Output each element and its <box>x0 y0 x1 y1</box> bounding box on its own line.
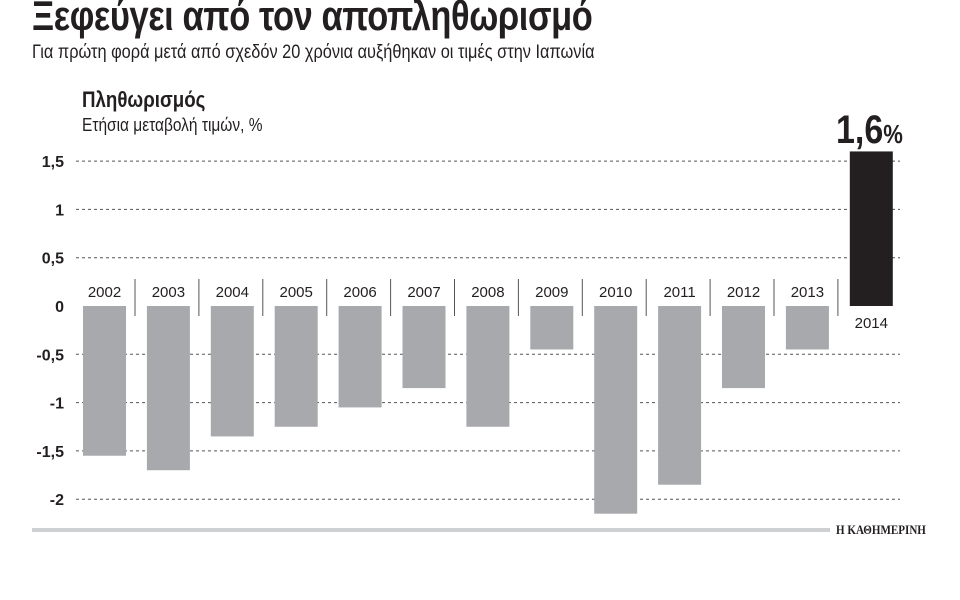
y-tick-label: -1,5 <box>36 444 64 461</box>
x-tick-label: 2004 <box>216 284 249 301</box>
bar-2008 <box>466 306 510 427</box>
bar-2007 <box>402 306 446 389</box>
highlight-unit: % <box>883 119 903 149</box>
y-tick-label: 0,5 <box>42 251 64 268</box>
highlight-number: 1,6 <box>836 108 884 152</box>
x-tick-label: 2009 <box>535 284 568 301</box>
y-tick-label: 0 <box>55 299 64 316</box>
x-tick-label: 2014 <box>855 315 888 332</box>
page-title: Ξεφεύγει από τον αποπληθωρισμό <box>32 0 593 39</box>
bar-2009 <box>530 306 574 350</box>
highlight-value: 1,6% <box>836 108 903 153</box>
y-axis-label: Ετήσια μεταβολή τιμών, % <box>82 115 263 135</box>
chart-title: Πληθωρισμός <box>82 87 206 112</box>
bar-2014 <box>849 151 893 306</box>
bar-2002 <box>83 306 126 456</box>
x-tick-label: 2007 <box>407 284 440 301</box>
x-tick-label: 2008 <box>471 284 504 301</box>
bar-2012 <box>722 306 765 389</box>
x-tick-label: 2005 <box>280 284 313 301</box>
y-tick-label: -0,5 <box>36 347 64 364</box>
bar-2010 <box>594 306 638 514</box>
bar-2006 <box>338 306 382 408</box>
x-tick-label: 2011 <box>663 284 695 301</box>
bar-2005 <box>274 306 318 427</box>
y-tick-label: 1 <box>55 202 64 219</box>
bar-2004 <box>210 306 254 437</box>
bar-2011 <box>658 306 702 485</box>
page-subtitle: Για πρώτη φορά μετά από σχεδόν 20 χρόνια… <box>32 42 595 63</box>
x-tick-label: 2012 <box>727 284 760 301</box>
x-tick-label: 2010 <box>599 284 632 301</box>
y-tick-label: 1,5 <box>42 154 64 171</box>
x-tick-label: 2003 <box>152 284 185 301</box>
y-tick-label: -2 <box>50 492 64 509</box>
bar-2013 <box>785 306 829 350</box>
bar-2003 <box>146 306 190 471</box>
source-logo: Η ΚΑΘΗΜΕΡΙΝΗ <box>836 522 926 537</box>
y-tick-label: -1 <box>50 396 64 413</box>
x-tick-label: 2006 <box>343 284 376 301</box>
footer-rule <box>32 528 830 532</box>
x-tick-label: 2013 <box>791 284 824 301</box>
x-tick-label: 2002 <box>88 284 121 301</box>
